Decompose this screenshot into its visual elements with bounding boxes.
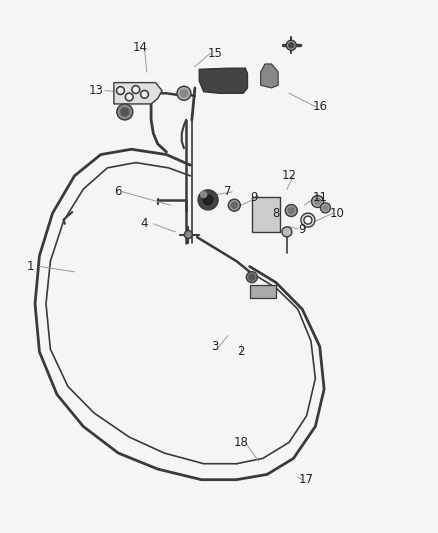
Text: 7: 7 <box>224 185 232 198</box>
Text: 4: 4 <box>141 217 148 230</box>
Polygon shape <box>261 64 278 88</box>
Circle shape <box>311 196 324 207</box>
Circle shape <box>118 88 123 93</box>
Text: 15: 15 <box>207 47 222 60</box>
Circle shape <box>198 190 218 210</box>
Text: 12: 12 <box>282 169 297 182</box>
Polygon shape <box>250 285 276 298</box>
Circle shape <box>125 93 133 101</box>
Circle shape <box>177 86 191 100</box>
Circle shape <box>323 205 328 211</box>
Circle shape <box>132 85 140 94</box>
Circle shape <box>228 199 240 211</box>
Circle shape <box>180 90 187 97</box>
Text: 8: 8 <box>272 207 279 220</box>
Circle shape <box>117 104 133 120</box>
Circle shape <box>184 230 192 239</box>
Circle shape <box>231 202 237 208</box>
Circle shape <box>301 213 315 227</box>
Text: 16: 16 <box>312 100 327 113</box>
Circle shape <box>282 227 292 237</box>
Circle shape <box>314 198 321 205</box>
Polygon shape <box>199 68 247 93</box>
Text: 2: 2 <box>237 345 245 358</box>
Circle shape <box>121 108 129 116</box>
Polygon shape <box>114 83 162 104</box>
Circle shape <box>141 90 148 99</box>
Text: 18: 18 <box>233 436 248 449</box>
Circle shape <box>285 205 297 216</box>
Circle shape <box>246 272 258 282</box>
Circle shape <box>142 92 147 96</box>
Text: 10: 10 <box>330 207 345 220</box>
Text: 9: 9 <box>298 223 306 236</box>
Circle shape <box>288 207 294 214</box>
Circle shape <box>289 43 294 48</box>
Circle shape <box>249 274 255 280</box>
Circle shape <box>304 216 312 224</box>
Circle shape <box>117 86 124 95</box>
Text: 1: 1 <box>27 260 35 273</box>
Circle shape <box>201 191 207 198</box>
Circle shape <box>134 87 138 92</box>
Text: 13: 13 <box>89 84 104 97</box>
Circle shape <box>203 195 213 205</box>
Circle shape <box>127 95 131 99</box>
Text: 6: 6 <box>114 185 122 198</box>
Circle shape <box>286 41 296 50</box>
Text: 14: 14 <box>133 42 148 54</box>
Polygon shape <box>252 197 280 232</box>
Text: 3: 3 <box>211 340 218 353</box>
Text: 9: 9 <box>250 191 258 204</box>
Circle shape <box>321 203 330 213</box>
Text: 17: 17 <box>299 473 314 486</box>
Text: 11: 11 <box>312 191 327 204</box>
